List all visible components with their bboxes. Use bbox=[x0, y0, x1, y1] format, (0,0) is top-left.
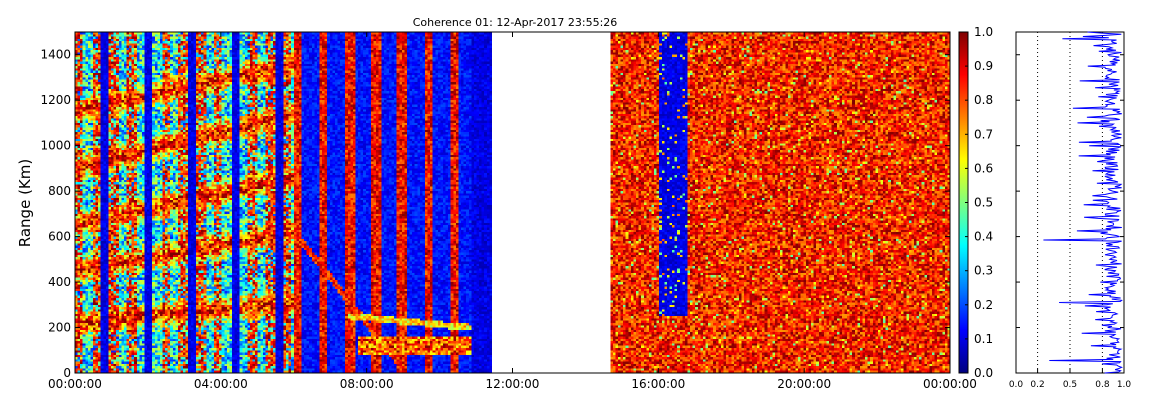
profile-x-tick-label: 0.5 bbox=[1063, 380, 1077, 390]
x-tick-label: 00:00:00 bbox=[48, 377, 102, 391]
colorbar-tick-label: 0.7 bbox=[974, 127, 993, 141]
colorbar-tick-label: 0.0 bbox=[974, 366, 993, 380]
y-tick-label: 1200 bbox=[40, 93, 71, 107]
y-tick-label: 600 bbox=[48, 230, 71, 244]
profile-x-tick-label: 0.0 bbox=[1009, 380, 1024, 390]
colorbar-tick-label: 0.9 bbox=[974, 59, 993, 73]
colorbar-tick-label: 0.5 bbox=[974, 196, 993, 210]
colorbar: 0.0 0.1 0.2 0.3 0.4 0.5 0.6 0.7 0.8 0.9 1.0 bbox=[958, 25, 993, 380]
profile-x-tick-label: 0.8 bbox=[1095, 380, 1110, 390]
y-tick-label: 400 bbox=[48, 275, 71, 289]
profile-line bbox=[1043, 31, 1123, 374]
profile-x-tick-label: 0.2 bbox=[1030, 380, 1044, 390]
x-tick-label: 04:00:00 bbox=[194, 377, 248, 391]
chart-title: Coherence 01: 12-Apr-2017 23:55:26 bbox=[413, 16, 618, 29]
coherence-profile-plot: 0.0 0.2 0.5 0.8 1.0 bbox=[1009, 31, 1132, 390]
y-tick-label: 1000 bbox=[40, 139, 71, 153]
x-tick-label: 08:00:00 bbox=[340, 377, 394, 391]
y-tick-label: 1400 bbox=[40, 48, 71, 62]
colorbar-tick-label: 0.1 bbox=[974, 332, 993, 346]
y-tick-label: 800 bbox=[48, 184, 71, 198]
y-axis-label: Range (Km) bbox=[16, 159, 34, 247]
heatmap-axes: 00:00:00 04:00:00 08:00:00 12:00:00 16:00:00… bbox=[40, 32, 977, 391]
colorbar-tick-label: 0.4 bbox=[974, 230, 993, 244]
x-tick-label: 16:00:00 bbox=[631, 377, 685, 391]
colorbar-tick-label: 0.3 bbox=[974, 264, 993, 278]
y-tick-label: 0 bbox=[63, 366, 71, 380]
colorbar-tick-label: 0.6 bbox=[974, 161, 993, 175]
heatmap-cells bbox=[75, 32, 950, 373]
colorbar-tick-label: 0.2 bbox=[974, 298, 993, 312]
colorbar-tick-label: 0.8 bbox=[974, 93, 993, 107]
heatmap bbox=[75, 32, 950, 373]
y-tick-label: 200 bbox=[48, 321, 71, 335]
colorbar-tick-label: 1.0 bbox=[974, 25, 993, 39]
x-tick-label: 20:00:00 bbox=[777, 377, 831, 391]
x-tick-label: 00:00:00 bbox=[923, 377, 977, 391]
profile-x-tick-label: 1.0 bbox=[1117, 380, 1132, 390]
colorbar-gradient bbox=[959, 32, 968, 373]
x-tick-label: 12:00:00 bbox=[486, 377, 540, 391]
